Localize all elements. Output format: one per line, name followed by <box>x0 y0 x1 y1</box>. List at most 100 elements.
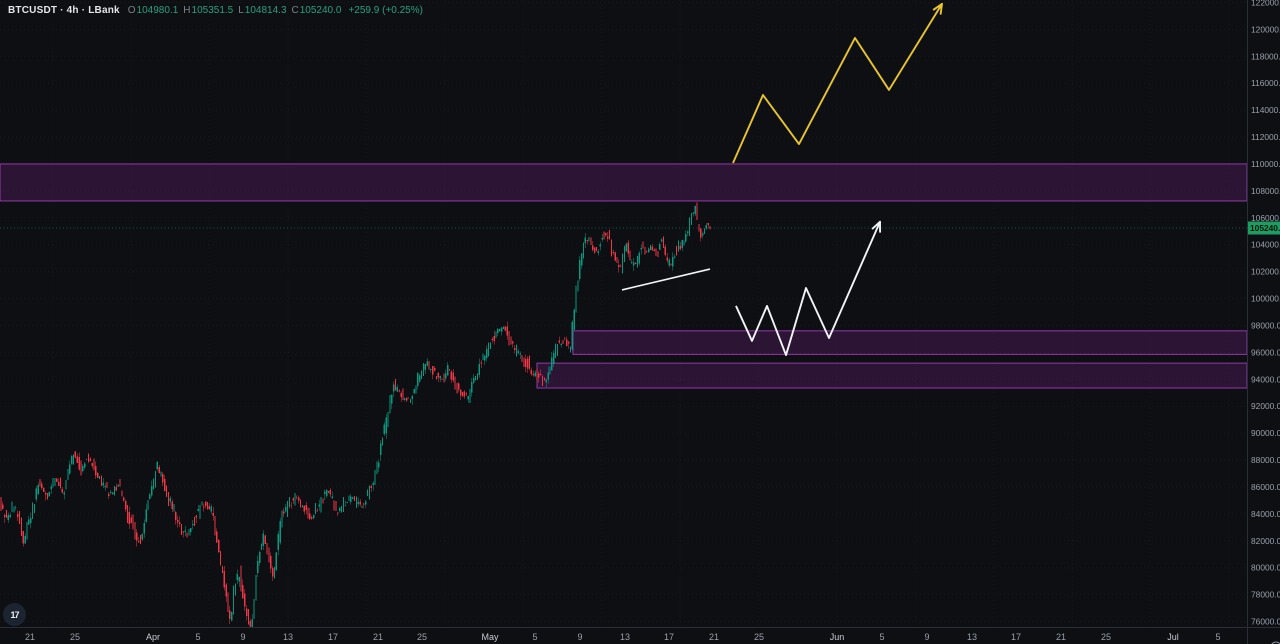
candle-body <box>504 326 506 331</box>
candle-body <box>193 519 196 523</box>
candle-body <box>508 333 510 342</box>
candle-body <box>538 373 540 378</box>
candle-body <box>244 593 246 607</box>
candle-body <box>363 503 365 505</box>
arrowhead <box>932 2 943 11</box>
candle-body <box>143 523 145 534</box>
price-axis-label: 88000.0 <box>1251 455 1280 465</box>
candle-body <box>404 398 406 400</box>
candle-body <box>495 337 497 338</box>
symbol-title[interactable]: BTCUSDT · 4h · LBank <box>8 5 120 16</box>
candle-body <box>651 246 654 251</box>
candle-body <box>190 528 192 532</box>
candle-body <box>573 309 575 331</box>
candle-body <box>195 515 198 518</box>
candle-body <box>456 384 458 391</box>
candle-body <box>599 244 601 247</box>
candle-body <box>299 503 302 508</box>
candle-body <box>182 531 184 533</box>
candle-body <box>352 497 354 500</box>
demand-zone-upper <box>572 330 1248 355</box>
time-axis[interactable]: 21 25 Apr 5 9 13 17 21 25 May 5 9 13 17 21 25 Jun 5 9 13 17 2… <box>25 632 1221 642</box>
candle-body <box>551 357 553 371</box>
last-price-tag-text: 105240.0 <box>1250 223 1280 233</box>
price-axis-label: 112000.0 <box>1251 132 1280 142</box>
candle-body <box>428 362 430 368</box>
candle-body <box>564 338 566 340</box>
candle-body <box>469 389 471 398</box>
candle-body <box>532 374 534 376</box>
candle-body <box>337 512 339 514</box>
price-axis-label: 104000.0 <box>1251 240 1280 250</box>
candle-body <box>281 512 283 525</box>
tradingview-logo-icon[interactable]: 17 <box>3 603 26 626</box>
candle-body <box>50 486 52 490</box>
candle-body <box>547 372 549 380</box>
candle-body <box>707 223 709 225</box>
candle-body <box>709 227 711 229</box>
ohlc-readout: O104980.1 H105351.5 L104814.3 C105240.0 … <box>128 5 423 16</box>
candle-body <box>463 391 466 397</box>
candle-body <box>162 474 164 483</box>
candle-body <box>234 586 237 595</box>
candle-body <box>272 567 274 577</box>
candle-body <box>24 535 26 544</box>
candle-body <box>44 493 47 495</box>
time-axis-label: 21 <box>373 632 383 642</box>
candle-body <box>208 506 211 510</box>
candle-body <box>100 476 103 486</box>
time-axis-label: 21 <box>1056 632 1066 642</box>
candle-body <box>119 484 121 486</box>
time-axis-label: 21 <box>709 632 719 642</box>
candle-body <box>218 539 220 552</box>
time-axis-label: 13 <box>967 632 977 642</box>
candle-body <box>368 490 371 499</box>
candle-body <box>126 508 129 519</box>
candle-body <box>486 349 488 359</box>
candle-body <box>631 262 633 263</box>
candle-body <box>151 485 153 496</box>
candle-body <box>381 442 384 444</box>
candle-body <box>502 327 505 329</box>
candle-body <box>13 506 15 512</box>
candle-body <box>700 228 702 238</box>
candle-body <box>221 566 224 572</box>
candle-body <box>519 353 521 355</box>
candle-body <box>95 466 97 476</box>
candle-body <box>72 456 75 463</box>
candle-body <box>30 517 32 523</box>
candle-body <box>67 470 69 480</box>
price-axis-label: 120000.0 <box>1251 24 1280 34</box>
candle-body <box>419 375 421 382</box>
candle-body <box>253 601 255 614</box>
candle-body <box>78 456 80 470</box>
candle-body <box>106 484 108 488</box>
price-axis-label: 122000.0 <box>1251 0 1280 7</box>
candle-body <box>553 353 555 364</box>
candle-body <box>87 455 90 459</box>
candle-body <box>627 242 629 254</box>
candle-body <box>500 327 503 332</box>
candle-body <box>445 373 447 379</box>
close-value: 105240.0 <box>299 5 342 16</box>
price-axis-label: 110000.0 <box>1251 159 1280 169</box>
candle-body <box>603 232 605 238</box>
time-axis-label: 17 <box>328 632 338 642</box>
candle-body <box>262 533 265 547</box>
candle-body <box>625 243 627 252</box>
candle-body <box>588 239 590 241</box>
candle-body <box>76 456 78 463</box>
candle-body <box>227 595 229 609</box>
close-label: C <box>291 5 299 16</box>
price-axis-label: 94000.0 <box>1251 374 1280 384</box>
candle-body <box>489 344 492 347</box>
time-axis-label: 13 <box>283 632 293 642</box>
candle-body <box>601 237 603 240</box>
candle-body <box>517 350 520 353</box>
price-axis-label: 84000.0 <box>1251 509 1280 519</box>
price-axis[interactable]: 122000.0 120000.0 118000.0 116000.0 114000.0… <box>1248 0 1280 627</box>
candle-body <box>655 251 657 255</box>
